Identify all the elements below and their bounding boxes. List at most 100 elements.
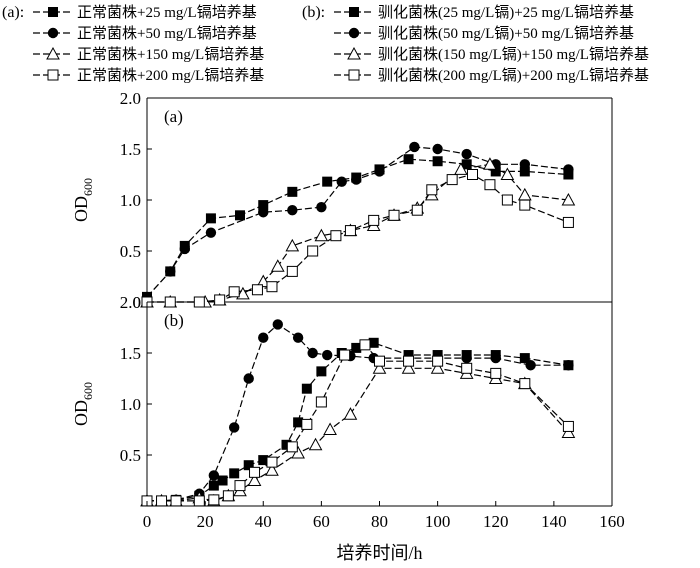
x-tick-label: 120 [483, 512, 509, 531]
data-point-4 [234, 480, 246, 492]
data-point-2 [525, 360, 536, 371]
data-point-2 [208, 470, 220, 481]
legend-marker [47, 27, 59, 39]
y-axis-label-main: OD [71, 196, 91, 222]
legend-entry: 驯化菌株(50 mg/L镉)+50 mg/L镉培养基 [378, 25, 634, 42]
x-tick-label: 40 [255, 512, 272, 531]
data-point-4 [170, 495, 182, 507]
x-tick-label: 100 [425, 512, 451, 531]
data-point-1 [316, 366, 327, 377]
data-point-1 [490, 166, 501, 177]
data-point-4 [490, 367, 502, 379]
data-point-4 [315, 396, 327, 408]
data-point-4 [286, 441, 298, 453]
data-point-4 [266, 281, 278, 293]
data-point-3 [430, 361, 445, 374]
data-point-1 [519, 166, 530, 177]
data-point-2 [374, 166, 385, 177]
data-point-4 [359, 339, 371, 351]
data-point-4 [368, 214, 380, 226]
data-point-3 [265, 463, 279, 476]
data-point-1 [403, 154, 414, 165]
legend-marker [349, 7, 359, 17]
data-point-2 [165, 266, 176, 277]
data-point-2 [292, 332, 304, 343]
data-point-1 [281, 439, 292, 450]
chart-panel-b: 0.5 1.0 1.5 2.0 (b) OD600 [71, 293, 613, 507]
data-point-4 [446, 174, 458, 186]
legend-marker [46, 46, 60, 60]
legend-marker [348, 27, 360, 39]
data-point-3 [247, 473, 262, 486]
legend-label: (b): [302, 4, 325, 21]
data-point-3 [483, 157, 497, 170]
data-point-4 [339, 349, 351, 361]
y-tick-label: 1.0 [120, 395, 141, 414]
data-point-4 [193, 495, 205, 507]
data-point-4 [251, 284, 263, 296]
data-point-3 [308, 437, 323, 451]
data-point-4 [307, 245, 319, 257]
legend-label: (a): [2, 4, 24, 21]
data-point-2 [336, 176, 347, 187]
data-point-3 [285, 238, 300, 252]
data-point-1 [235, 210, 245, 221]
data-point-4 [426, 184, 438, 196]
legend-entry: 驯化菌株(200 mg/L镉)+200 mg/L镉培养基 [378, 67, 649, 84]
data-point-3 [401, 361, 416, 374]
data-point-4 [388, 209, 400, 221]
series-line-2 [146, 146, 569, 298]
data-point-1 [287, 186, 298, 197]
y-axis-label-main: OD [71, 400, 91, 426]
y-tick-label: 2.0 [120, 293, 141, 312]
data-point-1 [301, 383, 312, 394]
y-tick-label: 1.5 [120, 140, 141, 159]
series-line-1 [146, 158, 569, 298]
data-point-4 [519, 378, 531, 390]
data-point-4 [164, 296, 176, 308]
legend-marker [347, 46, 361, 60]
data-point-1 [322, 176, 333, 187]
data-point-2 [563, 360, 574, 371]
data-point-4 [403, 355, 415, 367]
x-axis-label: 培养时间/h [336, 543, 422, 563]
data-point-3 [236, 286, 250, 300]
data-point-2 [321, 349, 333, 361]
x-tick-label: 60 [313, 512, 330, 531]
y-axis-label-subscript: 600 [81, 382, 95, 400]
data-point-1 [293, 417, 304, 428]
legend-entry: 驯化菌株(150 mg/L镉)+150 mg/L镉培养基 [378, 46, 649, 63]
data-point-4 [208, 494, 220, 506]
series-line-1 [147, 342, 569, 502]
data-point-2 [307, 347, 318, 359]
data-point-1 [217, 475, 228, 486]
data-point-3 [561, 425, 576, 439]
data-point-4 [484, 179, 496, 191]
data-point-3 [323, 422, 337, 435]
data-point-3 [291, 445, 305, 459]
data-point-4 [301, 418, 313, 430]
data-point-2 [272, 319, 283, 330]
y-axis-label: OD600 [71, 382, 95, 426]
data-point-3 [314, 228, 329, 242]
legend-entry: 正常菌株+50 mg/L镉培养基 [77, 25, 257, 42]
data-point-2 [461, 352, 472, 364]
data-point-2 [316, 201, 327, 213]
data-point-1 [208, 480, 219, 491]
data-point-1 [205, 213, 216, 224]
legend-entry: 驯化菌株(25 mg/L镉)+25 mg/L镉培养基 [378, 4, 634, 21]
chart-panel-a: 0 0.5 1.0 1.5 2.0 (a) OD600 [71, 89, 613, 312]
data-point-4 [266, 456, 278, 468]
data-point-2 [228, 422, 240, 433]
data-point-4 [501, 194, 513, 206]
data-point-2 [179, 243, 190, 255]
data-point-4 [228, 286, 240, 298]
panel-label: (b) [164, 311, 184, 330]
data-point-2 [258, 207, 269, 218]
data-point-4 [411, 204, 423, 216]
y-tick-label: 0.5 [120, 446, 141, 465]
legend-marker [48, 7, 58, 17]
data-point-2 [258, 332, 269, 343]
